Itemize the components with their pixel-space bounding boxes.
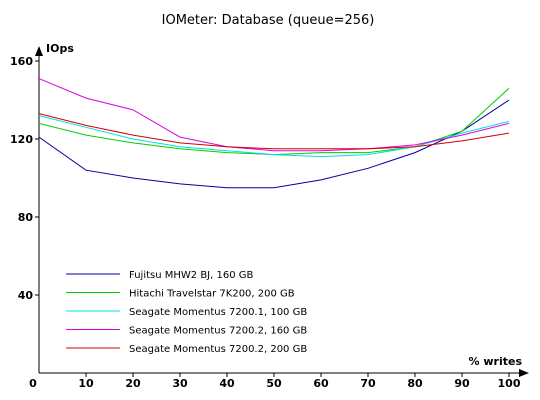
y-tick-label: 40 [18,289,34,302]
x-tick-label: 60 [313,377,329,390]
y-tick-label: 160 [10,55,33,68]
series-line-4 [38,78,510,152]
legend-label-3: Seagate Momentus 7200.1, 100 GB [129,307,307,318]
x-tick-label: 10 [78,377,94,390]
x-tick-label: 100 [498,377,521,390]
x-axis-arrow [519,369,529,377]
series-line-3 [38,115,510,158]
x-tick-label: 80 [407,377,423,390]
series-line-2 [38,87,510,156]
legend-label-5: Seagate Momentus 7200.2, 200 GB [129,344,307,355]
legend-label-4: Seagate Momentus 7200.2, 160 GB [129,326,307,337]
plot-area [38,78,510,189]
legend: Fujitsu MHW2 BJ, 160 GB Hitachi Travelsta… [66,270,307,355]
y-tick-label: 120 [10,133,33,146]
legend-label-1: Fujitsu MHW2 BJ, 160 GB [129,270,254,281]
x-tick-label: 70 [360,377,376,390]
y-axis-arrow [35,46,43,56]
x-tick-label: 20 [125,377,141,390]
legend-label-2: Hitachi Travelstar 7K200, 200 GB [129,289,295,300]
chart-title: IOMeter: Database (queue=256) [162,13,375,28]
x-tick-label: 0 [29,377,37,390]
y-tick-label: 80 [18,211,34,224]
series-line-1 [38,99,510,189]
x-axis-label: % writes [469,355,523,368]
x-tick-label: 30 [172,377,188,390]
x-tick-label: 40 [219,377,235,390]
x-tick-label: 50 [266,377,282,390]
x-tick-label: 90 [454,377,470,390]
ticks: 40 80 120 160 0 10 20 30 40 50 60 70 80 90 100 [10,55,521,390]
axes [35,46,529,377]
series-line-5 [38,113,510,150]
y-axis-label: IOps [46,42,74,55]
